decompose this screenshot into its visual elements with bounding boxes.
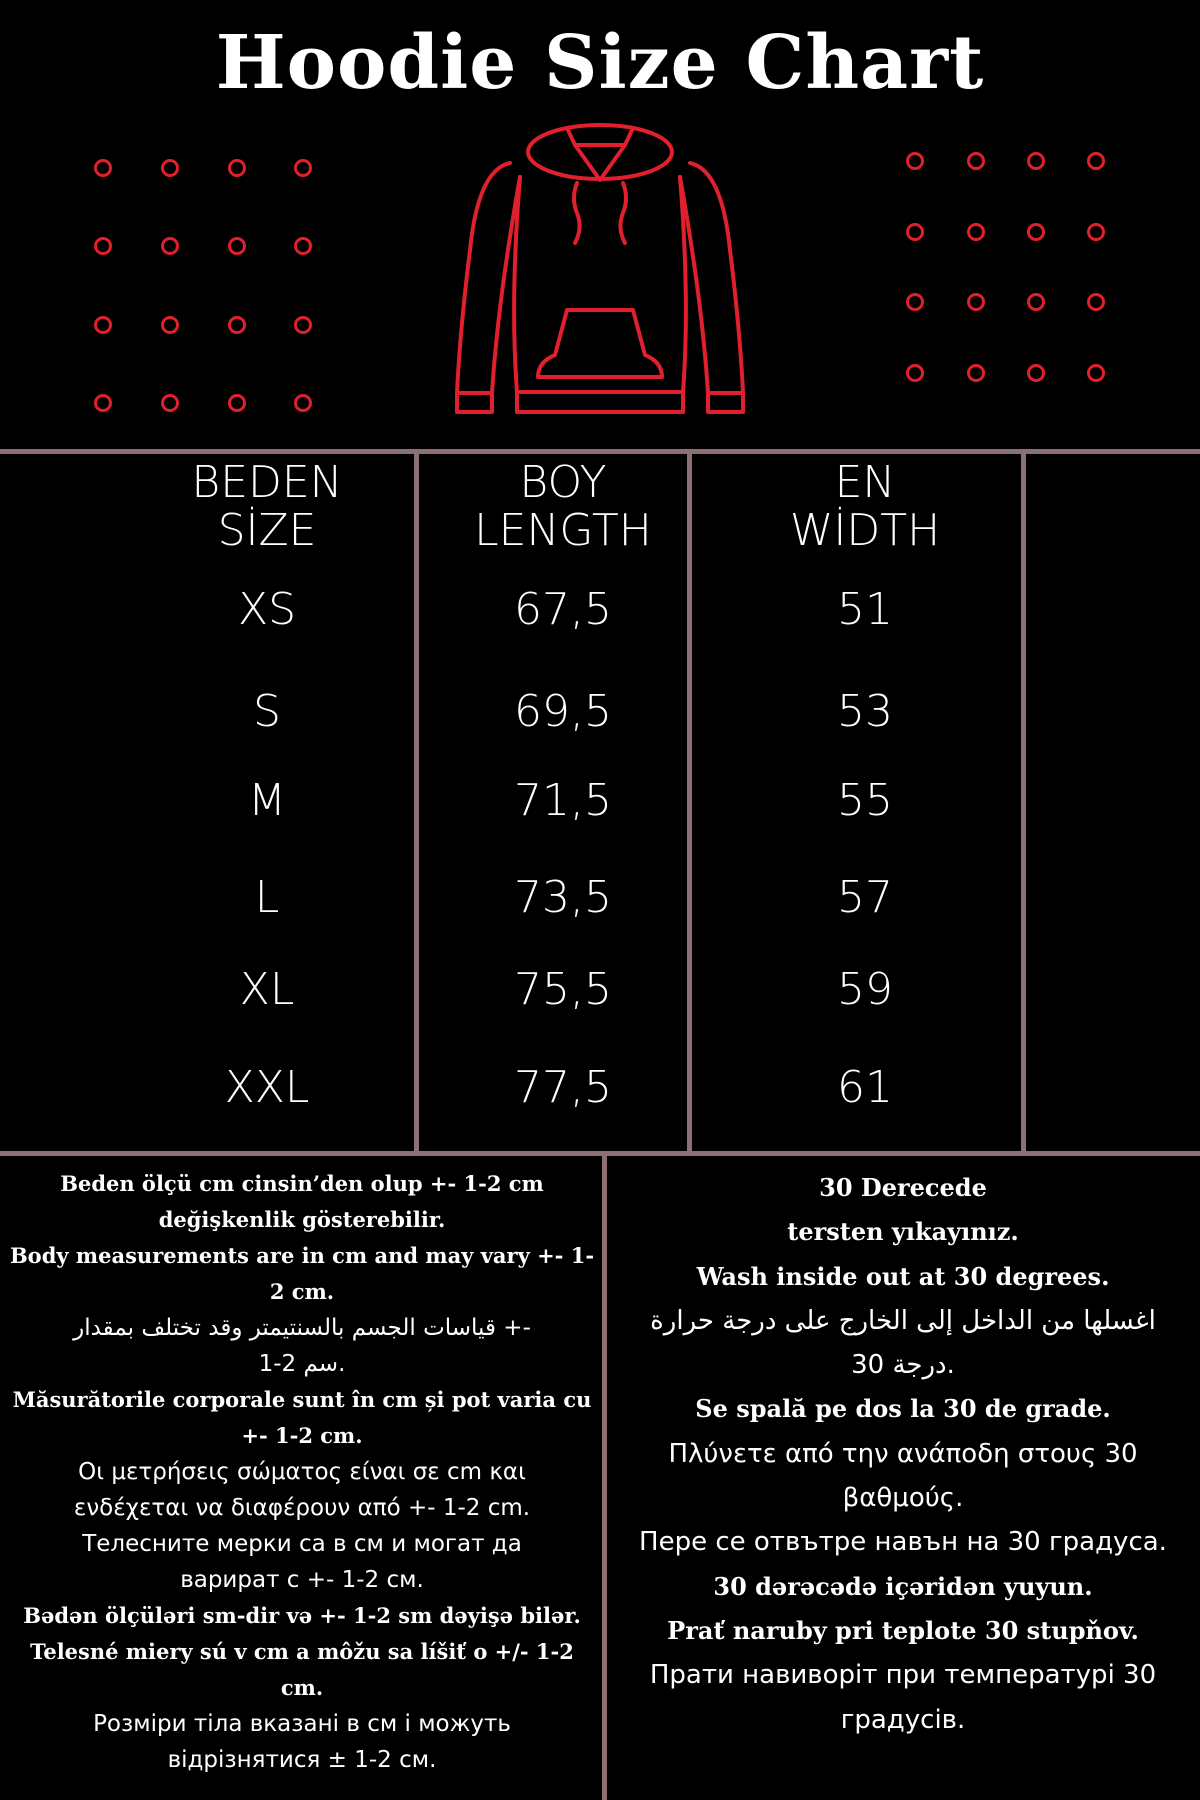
note-line: اغسلها من الداخل إلى الخارج على درجة حرا…: [650, 1305, 1156, 1336]
circle-dot-icon: [294, 237, 312, 255]
note-line: Beden ölçü cm cinsin’den olup +- 1-2 cm: [60, 1171, 544, 1196]
header-width: EN WİDTH: [789, 457, 941, 556]
measurement-notes: Beden ölçü cm cinsin’den olup +- 1-2 cm d…: [0, 1166, 604, 1778]
circle-dot-icon: [161, 159, 179, 177]
circle-dot-icon: [967, 223, 985, 241]
circle-dot-icon: [906, 293, 924, 311]
circle-dot-icon: [161, 237, 179, 255]
table-cell-size: M: [248, 775, 286, 826]
note-line: Se spală pe dos la 30 de grade.: [695, 1394, 1111, 1424]
note-line: değişkenlik gösterebilir.: [158, 1207, 446, 1232]
circle-dot-icon: [967, 364, 985, 382]
note-line: cm.: [280, 1675, 324, 1700]
table-cell-size: S: [253, 686, 281, 737]
circle-dot-icon: [967, 152, 985, 170]
table-cell-length: 77,5: [514, 1062, 612, 1113]
circle-dot-icon: [161, 394, 179, 412]
circle-dot-icon: [1087, 293, 1105, 311]
note-line: Телесните мерки са в см и могат да: [82, 1531, 522, 1557]
header-length: BOY LENGTH: [474, 457, 652, 556]
table-cell-width: 55: [837, 775, 893, 826]
note-line: варират с +- 1-2 см.: [180, 1567, 424, 1593]
note-line: Bədən ölçüləri sm-dir və +- 1-2 sm dəyiş…: [23, 1603, 581, 1628]
note-line: Пере се отвътре навън на 30 градуса.: [639, 1527, 1167, 1558]
circle-dot-icon: [94, 237, 112, 255]
table-cell-size: L: [254, 872, 280, 923]
circle-dot-icon: [906, 152, 924, 170]
circle-dot-icon: [294, 394, 312, 412]
table-cell-width: 51: [837, 584, 893, 635]
table-cell-width: 57: [837, 872, 893, 923]
table-cell-width: 53: [837, 686, 893, 737]
column-divider: [1021, 452, 1026, 1152]
note-line: 30 dərəcədə içəridən yuyun.: [713, 1571, 1093, 1601]
circle-dot-icon: [94, 316, 112, 334]
circle-dot-icon: [94, 394, 112, 412]
table-bottom-divider: [0, 1151, 1200, 1156]
notes-divider: [602, 1153, 607, 1800]
note-line: Прати навиворіт при температурі 30: [649, 1660, 1157, 1691]
washing-instructions: 30 Derecede tersten yıkayınız. Wash inside…: [606, 1166, 1200, 1742]
note-line: Wash inside out at 30 degrees.: [696, 1261, 1110, 1291]
table-cell-size: XS: [237, 584, 297, 635]
note-line: tersten yıkayınız.: [787, 1217, 1019, 1247]
column-divider: [414, 452, 419, 1152]
circle-dot-icon: [1027, 364, 1045, 382]
note-line: 30 Derecede: [819, 1173, 987, 1202]
hoodie-outline-icon: [455, 123, 745, 414]
note-line: Măsurătorile corporale sunt în cm și pot…: [12, 1387, 592, 1412]
table-cell-length: 69,5: [514, 686, 612, 737]
circle-dot-icon: [906, 364, 924, 382]
circle-dot-icon: [294, 316, 312, 334]
circle-dot-icon: [906, 223, 924, 241]
circle-dot-icon: [228, 316, 246, 334]
circle-dot-icon: [1027, 152, 1045, 170]
circle-dot-icon: [967, 293, 985, 311]
circle-dot-icon: [1087, 364, 1105, 382]
circle-dot-icon: [228, 237, 246, 255]
table-cell-length: 73,5: [514, 872, 612, 923]
circle-dot-icon: [228, 159, 246, 177]
page-title: Hoodie Size Chart: [215, 20, 985, 106]
header-size: BEDEN SİZE: [191, 457, 343, 556]
table-cell-width: 59: [837, 964, 893, 1015]
note-line: βαθμούς.: [842, 1483, 964, 1514]
note-line: Telesné miery sú v cm a môžu sa líšiť o …: [30, 1639, 574, 1664]
table-cell-length: 67,5: [514, 584, 612, 635]
note-line: Body measurements are in cm and may vary…: [9, 1243, 595, 1268]
circle-dot-icon: [1027, 223, 1045, 241]
note-line: قياسات الجسم بالسنتيمتر وقد تختلف بمقدار…: [73, 1315, 531, 1341]
note-line: +- 1-2 cm.: [241, 1423, 363, 1448]
table-cell-length: 71,5: [514, 775, 612, 826]
column-divider: [687, 452, 692, 1152]
circle-dot-icon: [161, 316, 179, 334]
table-cell-width: 61: [837, 1062, 893, 1113]
circle-dot-icon: [1087, 152, 1105, 170]
circle-dot-icon: [1087, 223, 1105, 241]
note-line: 30 درجة.: [851, 1350, 955, 1381]
note-line: 1-2 سم.: [258, 1351, 346, 1377]
note-line: градусів.: [840, 1704, 966, 1735]
circle-dot-icon: [228, 394, 246, 412]
note-line: 2 cm.: [269, 1279, 335, 1304]
note-line: ενδέχεται να διαφέρουν από +- 1-2 cm.: [73, 1495, 531, 1521]
note-line: Розміри тіла вказані в см і можуть: [93, 1711, 511, 1737]
note-line: Πλύνετε από την ανάποδη στους 30: [668, 1438, 1138, 1469]
note-line: відрізнятися ± 1-2 см.: [167, 1747, 437, 1773]
note-line: Οι μετρήσεις σώματος είναι σε cm και: [78, 1459, 526, 1485]
table-cell-length: 75,5: [514, 964, 612, 1015]
circle-dot-icon: [294, 159, 312, 177]
table-cell-size: XL: [239, 964, 295, 1015]
header-divider: [0, 449, 1200, 454]
circle-dot-icon: [94, 159, 112, 177]
table-cell-size: XXL: [224, 1062, 310, 1113]
note-line: Prať naruby pri teplote 30 stupňov.: [667, 1615, 1139, 1645]
circle-dot-icon: [1027, 293, 1045, 311]
